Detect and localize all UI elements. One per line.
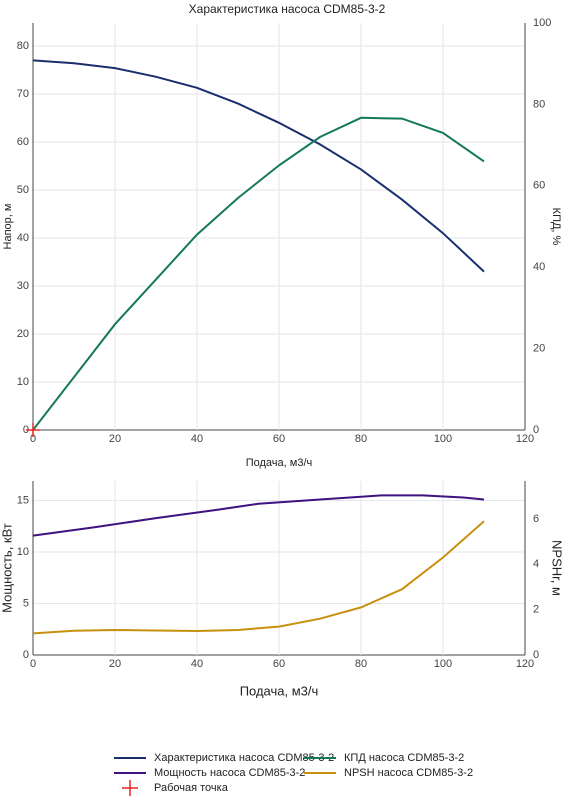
y-axis-label: Мощность, кВт [0, 523, 14, 613]
legend-label: Рабочая точка [154, 782, 229, 794]
y2-tick-label: 2 [533, 604, 539, 616]
x-tick-label: 40 [191, 658, 203, 670]
y-tick-label: 15 [17, 494, 29, 506]
x-tick-label: 0 [30, 433, 36, 445]
legend-label: NPSH насоса CDM85-3-2 [344, 767, 473, 779]
y-tick-label: 80 [17, 40, 29, 52]
y2-tick-label: 100 [533, 17, 551, 29]
x-tick-label: 80 [355, 433, 367, 445]
operating-point [26, 423, 40, 437]
y2-tick-label: 4 [533, 558, 539, 570]
y-tick-label: 50 [17, 184, 29, 196]
y-tick-label: 0 [23, 649, 29, 661]
y-tick-label: 0 [23, 424, 29, 436]
series-line [32, 59, 485, 273]
y2-axis-label: КПД, % [550, 208, 562, 246]
series-line [32, 116, 485, 431]
y2-tick-label: 20 [533, 343, 545, 355]
y2-tick-label: 0 [533, 424, 539, 436]
x-tick-label: 60 [273, 433, 285, 445]
legend-label: Мощность насоса CDM85-3-2 [154, 767, 305, 779]
y-tick-label: 10 [17, 376, 29, 388]
y2-tick-label: 0 [533, 649, 539, 661]
x-tick-label: 120 [516, 658, 534, 670]
y-tick-label: 30 [17, 280, 29, 292]
series-line [32, 494, 485, 537]
x-tick-label: 40 [191, 433, 203, 445]
y-tick-label: 10 [17, 546, 29, 558]
x-tick-label: 20 [109, 658, 121, 670]
y-tick-label: 5 [23, 597, 29, 609]
x-tick-label: 100 [434, 433, 452, 445]
y-tick-label: 60 [17, 136, 29, 148]
x-tick-label: 120 [516, 433, 534, 445]
x-tick-label: 20 [109, 433, 121, 445]
legend-label: Характеристика насоса CDM85-3-2 [154, 752, 334, 764]
x-axis-label: Подача, м3/ч [246, 457, 313, 469]
series-line [32, 520, 485, 635]
x-axis-label: Подача, м3/ч [240, 683, 319, 698]
legend-label: КПД насоса CDM85-3-2 [344, 752, 464, 764]
y-tick-label: 40 [17, 232, 29, 244]
legend-symbol [122, 780, 138, 796]
y2-tick-label: 40 [533, 261, 545, 273]
x-tick-label: 80 [355, 658, 367, 670]
x-tick-label: 100 [434, 658, 452, 670]
x-tick-label: 60 [273, 658, 285, 670]
x-tick-label: 0 [30, 658, 36, 670]
y2-axis-label: NPSHr, м [550, 540, 563, 596]
y2-tick-label: 60 [533, 180, 545, 192]
y2-tick-label: 80 [533, 98, 545, 110]
y-axis-label: Напор, м [2, 204, 14, 250]
y-tick-label: 20 [17, 328, 29, 340]
y-tick-label: 70 [17, 88, 29, 100]
chart-title: Характеристика насоса CDM85-3-2 [189, 2, 386, 16]
y2-tick-label: 6 [533, 513, 539, 525]
